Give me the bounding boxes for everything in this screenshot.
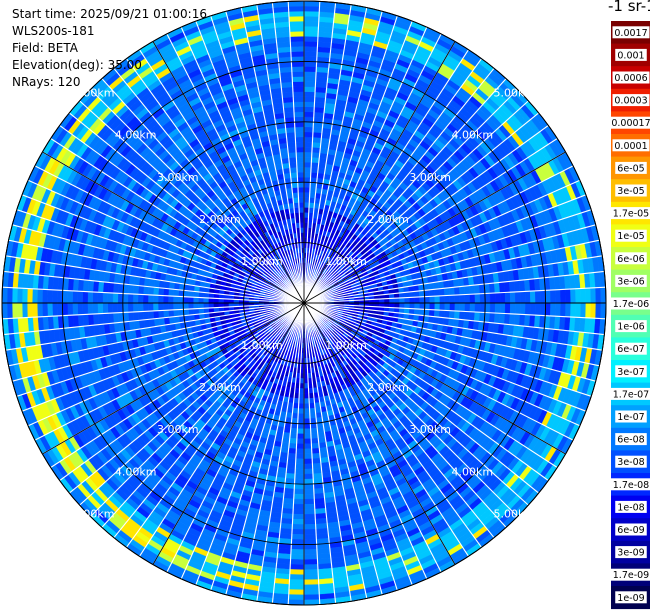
range-gates <box>1 0 607 606</box>
